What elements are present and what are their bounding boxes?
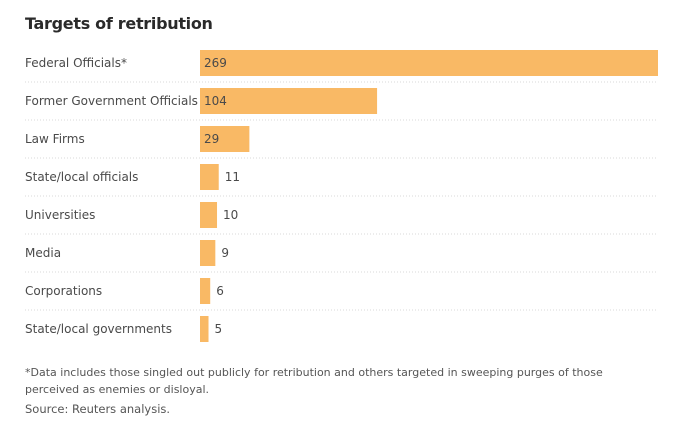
- value-label: 29: [204, 132, 219, 146]
- category-label: State/local governments: [25, 322, 172, 336]
- bar: [200, 126, 250, 152]
- category-label: Former Government Officials: [25, 94, 198, 108]
- bar: [200, 202, 218, 228]
- value-label: 11: [225, 170, 240, 184]
- bar-chart: Federal Officials* 269 Former Government O…: [25, 50, 658, 342]
- category-label: State/local officials: [25, 170, 138, 184]
- value-label: 9: [221, 246, 229, 260]
- bar: [200, 50, 658, 76]
- bar: [200, 240, 216, 266]
- bar: [200, 88, 378, 114]
- value-label: 269: [204, 56, 227, 70]
- category-label: Law Firms: [25, 132, 85, 146]
- chart-title: Targets of retribution: [25, 14, 213, 33]
- category-label: Universities: [25, 208, 95, 222]
- bar: [200, 316, 209, 342]
- value-label: 104: [204, 94, 227, 108]
- footnote: *Data includes those singled out publicl…: [25, 366, 603, 396]
- value-label: 6: [216, 284, 224, 298]
- category-label: Corporations: [25, 284, 102, 298]
- category-label: Federal Officials*: [25, 56, 127, 70]
- value-label: 10: [223, 208, 238, 222]
- category-label: Media: [25, 246, 61, 260]
- value-label: 5: [215, 322, 223, 336]
- bar: [200, 164, 219, 190]
- bar: [200, 278, 211, 304]
- source-note: Source: Reuters analysis.: [25, 402, 171, 416]
